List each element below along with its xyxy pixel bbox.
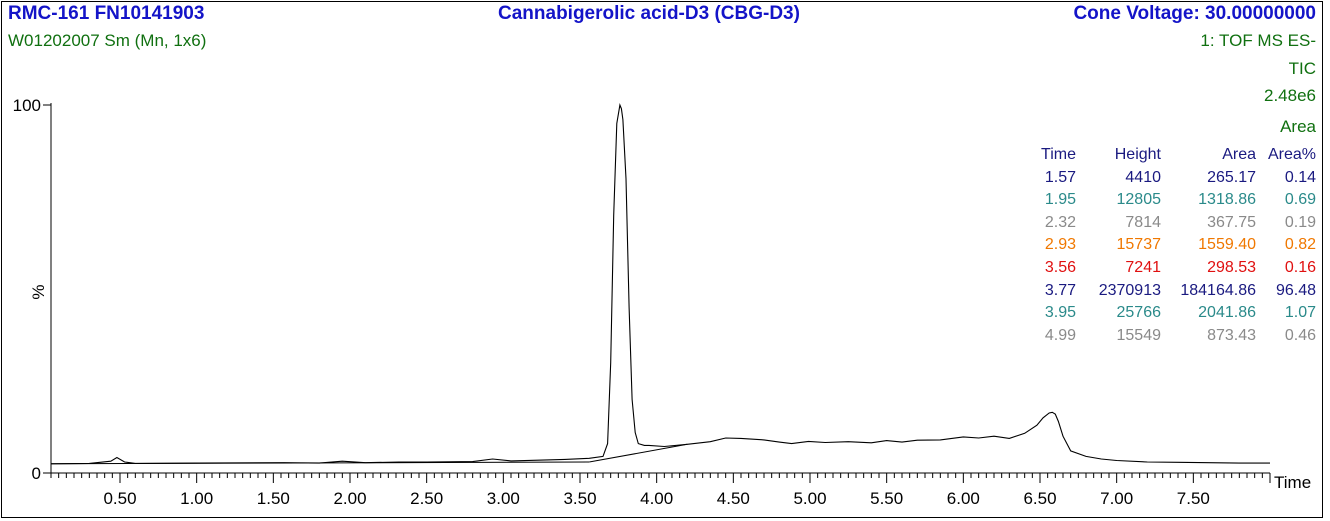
peak-area-pct: 96.48 [1275,281,1316,299]
y-axis-label: % [29,284,48,299]
peak-height: 25766 [1116,304,1162,322]
traces [50,102,1270,465]
x-tick-label: 7.50 [1177,489,1210,508]
peak-row: 4.99 15549 873.43 0.46 [1016,325,1316,348]
x-tick-label: 2.00 [333,489,366,508]
trace-type-label: TIC [1288,59,1316,78]
peak-row: 3.77 2370913 184164.86 96.48 [1016,280,1316,303]
x-tick-label: 3.00 [487,489,520,508]
file-subtitle: W01202007 Sm (Mn, 1x6) [8,31,207,50]
col-area-pct-header: Area% [1267,146,1316,163]
x-tick-label: 5.00 [793,489,826,508]
x-tick-label: 2.50 [410,489,443,508]
x-tick-label: 6.00 [947,489,980,508]
x-tick-label: 6.50 [1023,489,1056,508]
x-tick-label: 0.50 [103,489,136,508]
x-tick-label: 4.50 [717,489,750,508]
peak-area-pct: 0.69 [1284,191,1316,209]
peak-row: 2.32 7814 367.75 0.19 [1016,212,1316,235]
peak-area-pct: 0.14 [1284,168,1316,186]
col-height-header: Height [1114,146,1161,163]
peak-area: 873.43 [1207,326,1256,344]
peak-area: 298.53 [1207,258,1256,276]
axes: 0 100 [13,96,1270,483]
peak-row: 1.95 12805 1318.86 0.69 [1016,189,1316,212]
compound-title: Cannabigerolic acid-D3 (CBG-D3) [498,3,800,24]
peak-time: 3.95 [1044,304,1076,322]
peak-area: 2041.86 [1198,304,1256,322]
peak-area: 1318.86 [1198,191,1256,209]
peak-area-pct: 1.07 [1284,304,1316,322]
peak-area: 265.17 [1207,168,1256,186]
integration-baseline [589,443,688,463]
peak-height: 4410 [1125,168,1161,186]
integration-baseline [50,461,590,465]
peak-area-pct: 0.16 [1284,258,1316,276]
cone-voltage-title: Cone Voltage: 30.00000000 [1073,3,1316,24]
peak-time: 1.95 [1044,191,1076,209]
tic-trace [50,102,1270,465]
x-tick-label: 7.00 [1100,489,1133,508]
x-axis-label: Time [1274,473,1311,492]
peak-time: 4.99 [1044,326,1076,344]
x-tick-label: 5.50 [870,489,903,508]
sample-title: RMC-161 FN10141903 [8,3,205,24]
peak-area: 184164.86 [1180,281,1256,299]
peak-height: 12805 [1116,191,1162,209]
peak-area-pct: 0.19 [1284,213,1316,231]
y-tick-label: 100 [13,96,41,115]
col-area-header: Area [1222,146,1256,163]
peak-height: 7241 [1125,258,1161,276]
peak-time: 3.56 [1044,258,1076,276]
peak-area: 367.75 [1207,213,1256,231]
peak-area: 1559.40 [1198,236,1256,254]
x-tick-label: 4.00 [640,489,673,508]
peak-area-pct: 0.46 [1284,326,1316,344]
peak-time: 2.93 [1044,236,1076,254]
mode-label: Area [1280,117,1316,136]
peak-height: 15737 [1116,236,1162,254]
peak-table-header: Time Height Area Area% [1016,144,1316,167]
x-tick-label: 1.00 [180,489,213,508]
peak-row: 1.57 4410 265.17 0.14 [1016,167,1316,190]
peak-height: 2370913 [1098,281,1161,299]
x-tick-label: 1.50 [257,489,290,508]
peak-time: 3.77 [1044,281,1076,299]
peak-area-pct: 0.82 [1284,236,1316,254]
function-label: 1: TOF MS ES- [1200,31,1316,50]
col-time-header: Time [1041,146,1076,163]
intensity-label: 2.48e6 [1264,86,1316,105]
peak-height: 15549 [1116,326,1162,344]
peak-table: Time Height Area Area% 1.57 4410 265.17 0.1… [1016,144,1316,347]
peak-row: 3.56 7241 298.53 0.16 [1016,257,1316,280]
peak-height: 7814 [1125,213,1161,231]
peak-row: 2.93 15737 1559.40 0.82 [1016,234,1316,257]
x-tick-label: 3.50 [563,489,596,508]
peak-time: 2.32 [1044,213,1076,231]
peak-time: 1.57 [1044,168,1076,186]
peak-row: 3.95 25766 2041.86 1.07 [1016,302,1316,325]
y-tick-label: 0 [32,464,41,483]
x-axis-ticks: 0.50 1.00 1.50 2.00 2.50 3.00 3.50 4.00 4.50 5.00… [50,473,1271,508]
